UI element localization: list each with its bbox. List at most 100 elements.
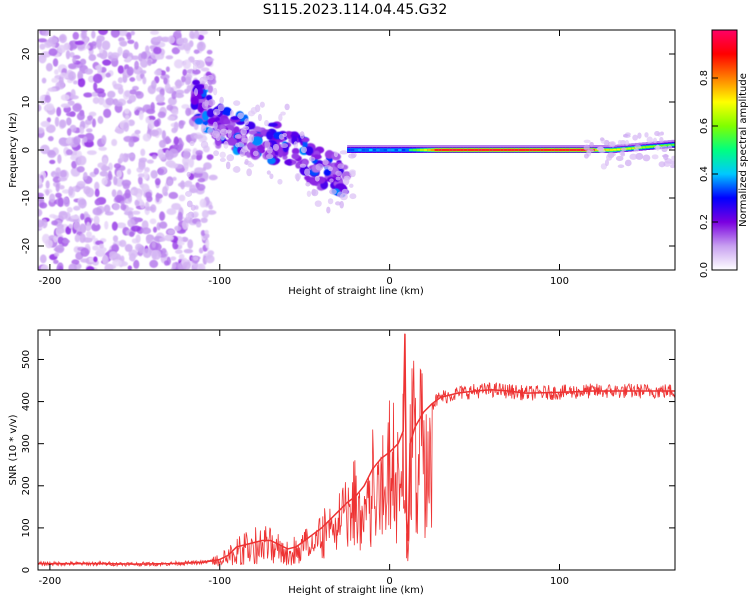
spectrogram-halo-cell — [215, 133, 221, 142]
spectrogram-noise-cell — [71, 259, 80, 265]
spectrogram-noise-cell — [150, 129, 159, 137]
spectrogram-halo-cell — [242, 145, 248, 150]
snr-ticks: -200 -100 0 100 0 100 200 300 400 500 — [21, 330, 675, 587]
spectrogram-halo-cell — [280, 111, 286, 116]
spectrogram-steady-tone-cell — [496, 149, 501, 151]
spectrogram-noise-cell — [192, 256, 199, 261]
spectrogram-noise-cell — [200, 67, 210, 72]
spectrogram-steady-tone-cell — [664, 144, 669, 147]
spectrogram-noise-cell — [91, 30, 96, 39]
spectrogram-steady-tone-cell — [609, 149, 614, 151]
spectrogram-noise-cell — [45, 124, 56, 134]
spectrogram-noise-cell — [41, 30, 50, 36]
spectrogram-steady-tone-cell — [361, 149, 366, 151]
spectrogram-noise-cell — [78, 198, 87, 209]
spectrogram-steady-tone-cell — [416, 149, 421, 151]
spectrogram-noise-cell — [94, 88, 105, 94]
spectrogram-noise-cell — [167, 116, 176, 121]
spectrogram-noise-cell — [96, 40, 102, 50]
spectrogram-noise-cell — [51, 220, 58, 226]
spectrogram-steady-tone-cell — [500, 149, 505, 151]
spectrogram-halo-cell — [212, 121, 218, 130]
spectrogram-halo-cell — [335, 176, 341, 181]
spectrogram-steady-tone-cell — [445, 149, 450, 151]
spectrogram-noise-cell — [173, 121, 179, 132]
spectrogram-steady-tone-cell — [565, 149, 570, 151]
spectrogram-noise-cell — [145, 191, 152, 199]
spectrogram-noise-cell — [207, 85, 214, 94]
spectrogram-noise-cell — [79, 223, 87, 234]
spectrogram-noise-cell — [173, 136, 179, 146]
snr-series — [38, 333, 675, 568]
spectrogram-noise-cell — [96, 35, 105, 42]
spectrogram-noise-cell — [208, 174, 218, 181]
spectrogram-noise-cell — [38, 127, 45, 134]
spectrogram-halo-cell — [299, 163, 307, 168]
spectrogram-noise-cell — [45, 180, 50, 189]
spectrogram-noise-cell — [70, 88, 76, 99]
spectrogram-halo-cell — [658, 161, 666, 168]
spectrogram-noise-cell — [116, 169, 122, 178]
spectrogram-noise-cell — [115, 101, 123, 107]
spectrogram-steady-tone-cell — [554, 149, 560, 151]
spectrogram-halo-cell — [185, 190, 193, 197]
spectrogram-steady-tone-cell — [569, 149, 574, 151]
spectrogram-noise-cell — [124, 114, 130, 120]
spectrogram-halo-cell — [671, 155, 675, 159]
spectrogram-noise-cell — [130, 30, 135, 36]
spectrogram-halo-cell — [349, 183, 354, 188]
spectrogram-noise-cell — [58, 138, 66, 145]
spectrogram-noise-cell — [112, 235, 119, 242]
spectrogram-halo-cell — [615, 155, 624, 162]
spectrogram-tone-cell — [198, 99, 205, 104]
spectrogram-noise-cell — [59, 72, 68, 78]
spectrogram-noise-cell — [68, 263, 77, 270]
spectrogram-noise-cell — [187, 239, 194, 249]
spectrogram-noise-cell — [157, 148, 164, 158]
y-tick-label: 0 — [21, 147, 32, 153]
y-tick-label: -10 — [21, 190, 32, 206]
spectrogram-halo-cell — [609, 141, 616, 147]
spectrogram-noise-cell — [65, 112, 74, 117]
colorbar-tick-label: 0.8 — [699, 70, 710, 86]
spectrogram-noise-cell — [168, 191, 179, 200]
spectrogram-noise-cell — [175, 93, 184, 99]
spectrogram-noise-cell — [41, 77, 47, 84]
spectrogram-halo-cell — [213, 87, 218, 96]
spectrogram-noise-cell — [183, 161, 189, 170]
spectrogram-steady-tone-cell — [642, 146, 647, 149]
spectrogram-noise-cell — [85, 44, 91, 50]
spectrogram-noise-cell — [65, 49, 71, 60]
spectrogram-noise-cell — [72, 31, 79, 40]
spectrogram-halo-cell — [204, 83, 209, 90]
spectrogram-steady-tone-cell — [401, 149, 407, 151]
spectrogram-halo-cell — [655, 144, 660, 151]
spectrogram-noise-cell — [194, 167, 205, 174]
spectrogram-halo-cell — [194, 88, 199, 96]
spectrogram-noise-cell — [173, 59, 184, 69]
spectrogram-noise-cell — [49, 159, 56, 165]
spectrogram-noise-cell — [109, 251, 118, 259]
spectrogram-noise-cell — [40, 120, 51, 128]
spectrogram-noise-cell — [74, 234, 81, 243]
spectrogram-noise-cell — [164, 82, 171, 93]
spectrogram-halo-cell — [219, 157, 226, 162]
spectrogram-noise-cell — [77, 77, 86, 88]
spectrogram-noise-cell — [103, 204, 111, 214]
spectrogram-steady-tone-cell — [463, 149, 468, 151]
spectrogram-tone-cell — [335, 183, 346, 190]
spectrogram-noise-cell — [66, 128, 72, 136]
spectrogram-noise-cell — [193, 172, 203, 178]
spectrogram-steady-tone-cell — [434, 149, 439, 151]
spectrogram-noise-cell — [205, 239, 210, 249]
spectrogram-noise-cell — [200, 217, 208, 224]
spectrogram-noise-cell — [139, 58, 148, 68]
spectrogram-noise-cell — [163, 191, 169, 197]
spectrogram-noise-cell — [189, 184, 197, 193]
spectrogram-steady-tone-cell — [390, 149, 396, 151]
spectrogram-noise-cell — [65, 226, 72, 235]
spectrogram-noise-cell — [126, 32, 132, 41]
spectrogram-halo-cell — [192, 63, 198, 71]
spectrogram-noise-cell — [155, 192, 160, 203]
